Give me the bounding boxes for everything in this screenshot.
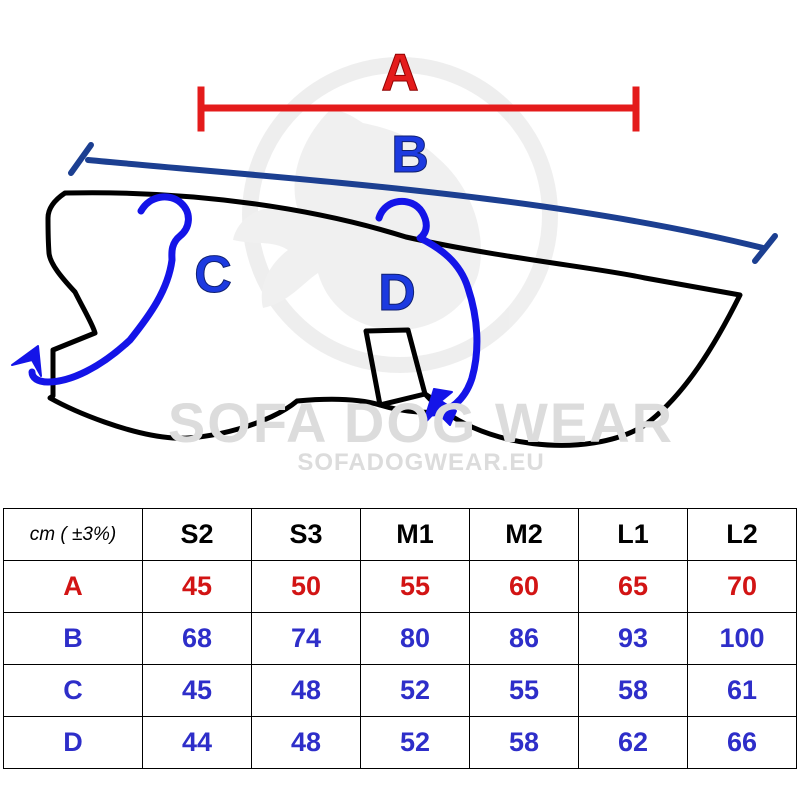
svg-text:D: D (378, 264, 416, 322)
svg-text:SOFADOGWEAR.EU: SOFADOGWEAR.EU (297, 449, 544, 476)
svg-text:B: B (391, 126, 429, 184)
svg-text:SOFA DOG WEAR: SOFA DOG WEAR (168, 391, 674, 454)
svg-text:A: A (381, 44, 419, 102)
svg-text:C: C (194, 246, 232, 304)
